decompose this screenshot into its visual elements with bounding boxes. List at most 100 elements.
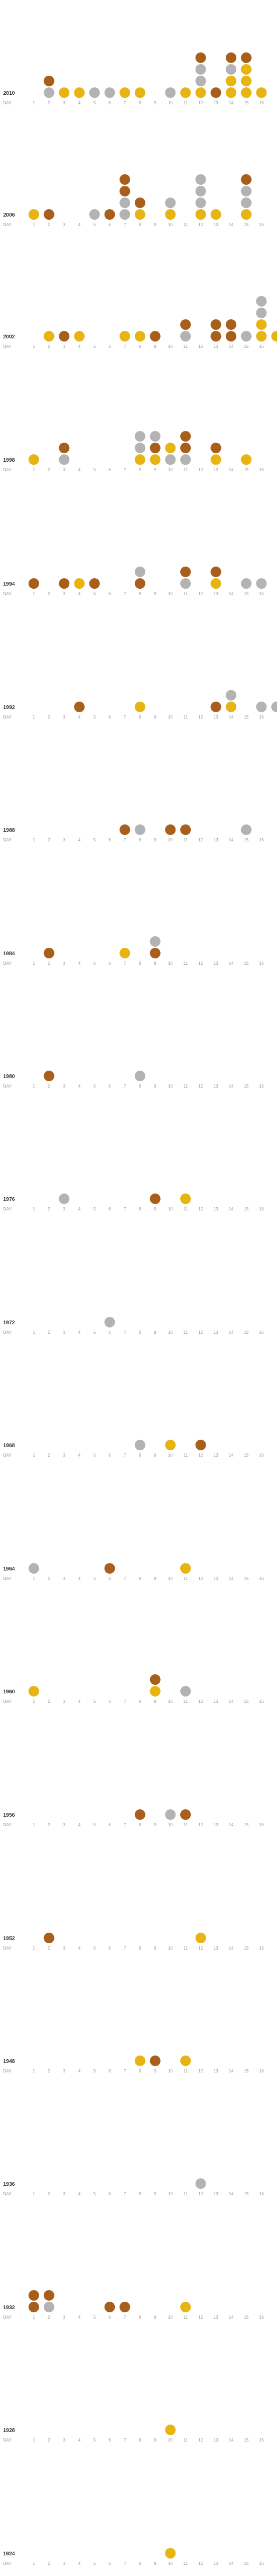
year-label: 1988 [3, 828, 15, 833]
day-tick: 15 [244, 961, 248, 966]
day-tick: 4 [78, 2438, 81, 2443]
day-tick: 11 [183, 1699, 188, 1704]
gold-medal-dot [165, 1440, 176, 1450]
day-tick: 5 [94, 591, 96, 596]
day-tick: 14 [229, 1207, 234, 1211]
day-tick: 9 [154, 1330, 156, 1335]
day-tick: 12 [198, 1084, 203, 1089]
bronze-medal-dot [226, 52, 236, 63]
bronze-medal-dot [74, 702, 85, 712]
day-tick: 8 [139, 2069, 142, 2074]
day-tick: 1 [33, 1084, 35, 1089]
day-axis-label: DAY [3, 2561, 12, 2566]
day-tick: 4 [78, 1330, 81, 1335]
bronze-medal-dot [180, 1809, 191, 1820]
day-axis-label: DAY [3, 2192, 12, 2196]
day-tick: 14 [229, 468, 234, 472]
silver-medal-dot [29, 1563, 39, 1574]
day-tick: 4 [78, 1453, 81, 1458]
day-tick: 12 [198, 1699, 203, 1704]
silver-medal-dot [196, 64, 206, 75]
day-tick: 14 [229, 1330, 234, 1335]
day-tick: 14 [229, 1946, 234, 1951]
gold-medal-dot [241, 87, 252, 98]
day-tick: 8 [139, 838, 142, 842]
day-tick: 5 [94, 101, 96, 105]
gold-medal-dot [226, 702, 236, 712]
day-tick: 14 [229, 344, 234, 349]
day-tick: 11 [183, 1330, 188, 1335]
day-tick: 14 [229, 1823, 234, 1827]
silver-medal-dot [150, 936, 161, 947]
day-tick: 9 [154, 468, 156, 472]
day-tick: 13 [214, 222, 218, 227]
bronze-medal-dot [150, 1193, 161, 1204]
day-tick: 15 [244, 2192, 248, 2196]
day-tick: 6 [108, 2315, 111, 2320]
day-tick: 7 [124, 1453, 126, 1458]
day-tick: 1 [33, 591, 35, 596]
day-tick: 4 [78, 1084, 81, 1089]
day-tick: 9 [154, 1084, 156, 1089]
year-label: 2006 [3, 212, 15, 218]
day-tick: 13 [214, 1207, 218, 1211]
day-tick: 3 [63, 2315, 66, 2320]
bronze-medal-dot [165, 824, 176, 835]
day-tick: 6 [108, 1453, 111, 1458]
day-tick: 4 [78, 1576, 81, 1581]
day-tick: 8 [139, 2315, 142, 2320]
year-label: 1964 [3, 1566, 15, 1572]
gold-medal-dot [271, 331, 277, 342]
day-tick: 10 [168, 1453, 173, 1458]
day-tick: 7 [124, 2561, 126, 2566]
day-tick: 11 [183, 1946, 188, 1951]
day-tick: 13 [214, 1330, 218, 1335]
day-axis-label: DAY [3, 344, 12, 349]
bronze-medal-dot [180, 567, 191, 577]
silver-medal-dot [271, 702, 277, 712]
day-tick: 16 [259, 101, 264, 105]
day-tick: 7 [124, 1084, 126, 1089]
day-tick: 13 [214, 1823, 218, 1827]
day-tick: 8 [139, 2561, 142, 2566]
day-tick: 6 [108, 838, 111, 842]
gold-medal-dot [226, 76, 236, 86]
day-tick: 6 [108, 344, 111, 349]
day-tick: 8 [139, 591, 142, 596]
day-tick: 12 [198, 1576, 203, 1581]
bronze-medal-dot [210, 87, 221, 98]
day-tick: 16 [259, 468, 264, 472]
day-tick: 2 [48, 1576, 50, 1581]
gold-medal-dot [165, 2425, 176, 2435]
gold-medal-dot [165, 2548, 176, 2559]
day-tick: 9 [154, 101, 156, 105]
day-tick: 6 [108, 715, 111, 720]
silver-medal-dot [44, 2302, 54, 2312]
gold-medal-dot [135, 2056, 145, 2066]
day-tick: 4 [78, 838, 81, 842]
day-tick: 10 [168, 1207, 173, 1211]
day-tick: 3 [63, 2561, 66, 2566]
day-tick: 16 [259, 1453, 264, 1458]
bronze-medal-dot [196, 52, 206, 63]
day-tick: 14 [229, 101, 234, 105]
day-tick: 5 [94, 1946, 96, 1951]
day-tick: 11 [183, 1453, 188, 1458]
day-axis-label: DAY [3, 1699, 12, 1704]
day-tick: 3 [63, 2069, 66, 2074]
day-tick: 11 [183, 344, 188, 349]
day-tick: 16 [259, 2192, 264, 2196]
year-label: 1976 [3, 1197, 15, 1202]
silver-medal-dot [241, 824, 252, 835]
day-tick: 10 [168, 222, 173, 227]
day-tick: 5 [94, 2561, 96, 2566]
day-tick: 2 [48, 1453, 50, 1458]
day-tick: 6 [108, 2192, 111, 2196]
bronze-medal-dot [135, 1809, 145, 1820]
day-tick: 10 [168, 2069, 173, 2074]
day-tick: 15 [244, 1576, 248, 1581]
